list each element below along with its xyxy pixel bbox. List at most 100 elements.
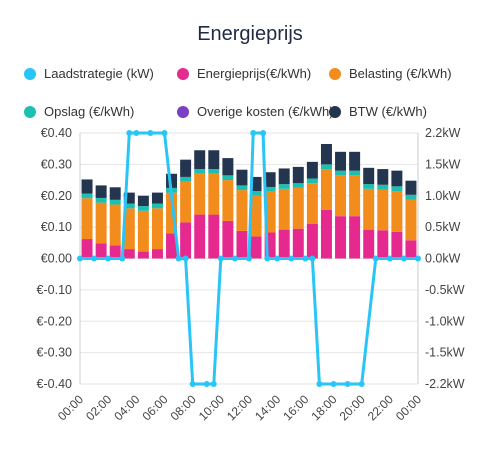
bar-btw-21 <box>377 169 389 185</box>
bar-energieprijs-17 <box>320 209 332 259</box>
left-y-tick-label: €-0.20 <box>37 314 72 328</box>
bar-btw-8 <box>194 150 206 170</box>
bar-belasting-12 <box>250 195 262 237</box>
bar-opslag-13 <box>264 186 276 192</box>
legend-item-overige[interactable]: Overige kosten (€/kWh) <box>177 104 334 119</box>
legend-label-laadstrategie: Laadstrategie (kW) <box>44 66 154 81</box>
left-y-tick-label: €0.20 <box>41 189 72 203</box>
legend-label-belasting: Belasting (€/kWh) <box>349 66 452 81</box>
legend-item-laadstrategie[interactable]: Laadstrategie (kW) <box>24 66 154 81</box>
bar-energieprijs-1 <box>95 243 107 259</box>
bar-opslag-10 <box>222 175 234 181</box>
laadstrategie-point-12 <box>210 381 217 387</box>
bar-btw-23 <box>405 180 417 195</box>
bar-belasting-3 <box>123 208 135 250</box>
bar-belasting-8 <box>194 173 206 215</box>
bar-btw-1 <box>95 185 107 198</box>
legend-marker-btw <box>329 106 341 118</box>
bar-btw-18 <box>335 151 347 171</box>
laadstrategie-point-13 <box>217 255 224 262</box>
right-y-tick-label: 2.2kW <box>425 126 461 140</box>
bar-belasting-13 <box>264 191 276 233</box>
laadstrategie-point-19 <box>274 255 281 262</box>
laadstrategie-point-1 <box>91 255 98 262</box>
bar-belasting-19 <box>349 175 361 217</box>
bar-belasting-15 <box>292 187 304 229</box>
bar-opslag-8 <box>194 169 206 174</box>
bar-btw-16 <box>306 161 318 179</box>
bar-energieprijs-0 <box>81 239 93 259</box>
legend-item-btw[interactable]: BTW (€/kWh) <box>329 104 427 119</box>
bar-belasting-11 <box>236 190 248 231</box>
left-y-tick-label: €0.00 <box>41 252 72 266</box>
bar-btw-14 <box>278 168 290 185</box>
legend-item-belasting[interactable]: Belasting (€/kWh) <box>329 66 452 81</box>
right-y-tick-label: -1.5kW <box>425 346 465 360</box>
bar-belasting-18 <box>335 175 347 217</box>
chart-legend: Laadstrategie (kW) Energieprijs(€/kWh) Bel… <box>24 66 452 119</box>
laadstrategie-point-9 <box>182 255 189 262</box>
bar-opslag-12 <box>250 191 262 196</box>
laadstrategie-point-25 <box>344 381 351 387</box>
legend-marker-overige <box>177 106 189 118</box>
legend-item-opslag[interactable]: Opslag (€/kWh) <box>24 104 134 119</box>
legend-marker-laadstrategie <box>24 68 36 80</box>
bar-energieprijs-15 <box>292 228 304 259</box>
bar-opslag-22 <box>391 186 403 192</box>
bar-series <box>81 143 417 259</box>
left-y-tick-label: €-0.10 <box>37 283 72 297</box>
bar-belasting-17 <box>320 169 332 210</box>
right-y-tick-label: 0.0kW <box>425 252 461 266</box>
bar-opslag-2 <box>109 199 121 205</box>
bar-opslag-23 <box>405 194 417 200</box>
legend-label-energieprijs: Energieprijs(€/kWh) <box>197 66 311 81</box>
bar-belasting-0 <box>81 198 93 240</box>
legend-label-opslag: Opslag (€/kWh) <box>44 104 134 119</box>
bar-belasting-21 <box>377 189 389 231</box>
bar-btw-6 <box>166 173 178 188</box>
legend-label-overige: Overige kosten (€/kWh) <box>197 104 334 119</box>
bar-btw-4 <box>137 195 149 207</box>
bar-opslag-9 <box>208 169 220 174</box>
laadstrategie-point-3 <box>119 255 126 262</box>
laadstrategie-point-22 <box>309 255 316 262</box>
x-tick-label: 00:00 <box>55 392 86 423</box>
left-y-tick-label: €-0.40 <box>37 377 72 391</box>
bar-belasting-9 <box>208 173 220 215</box>
x-tick-label: 12:00 <box>224 392 255 423</box>
bar-energieprijs-21 <box>377 230 389 259</box>
legend-item-energieprijs[interactable]: Energieprijs(€/kWh) <box>177 66 311 81</box>
bar-energieprijs-2 <box>109 245 121 259</box>
bar-btw-0 <box>81 179 93 194</box>
right-y-tick-label: 1.5kW <box>425 157 461 171</box>
bar-opslag-15 <box>292 183 304 188</box>
bar-opslag-19 <box>349 170 361 176</box>
laadstrategie-point-27 <box>372 255 379 262</box>
legend-marker-opslag <box>24 106 36 118</box>
x-tick-label: 20:00 <box>337 392 368 423</box>
bar-opslag-1 <box>95 197 107 203</box>
laadstrategie-point-23 <box>316 381 323 387</box>
laadstrategie-point-11 <box>203 381 210 387</box>
x-tick-label: 22:00 <box>365 392 396 423</box>
bar-opslag-0 <box>81 193 93 199</box>
laadstrategie-point-6 <box>147 130 154 136</box>
bar-btw-22 <box>391 170 403 187</box>
bar-energieprijs-12 <box>250 236 262 259</box>
x-tick-label: 08:00 <box>168 392 199 423</box>
bar-belasting-20 <box>363 188 375 230</box>
bar-btw-19 <box>349 151 361 171</box>
bar-opslag-18 <box>335 170 347 176</box>
chart-title: Energieprijs <box>197 23 303 45</box>
bar-belasting-1 <box>95 202 107 244</box>
laadstrategie-point-26 <box>358 381 365 387</box>
x-tick-label: 02:00 <box>83 392 114 423</box>
bar-belasting-14 <box>278 188 290 230</box>
bar-btw-7 <box>180 159 192 177</box>
bar-belasting-16 <box>306 183 318 224</box>
bar-opslag-20 <box>363 184 375 189</box>
bar-opslag-5 <box>151 203 163 209</box>
right-y-tick-label: -2.2kW <box>425 377 465 391</box>
bar-energieprijs-19 <box>349 216 361 259</box>
